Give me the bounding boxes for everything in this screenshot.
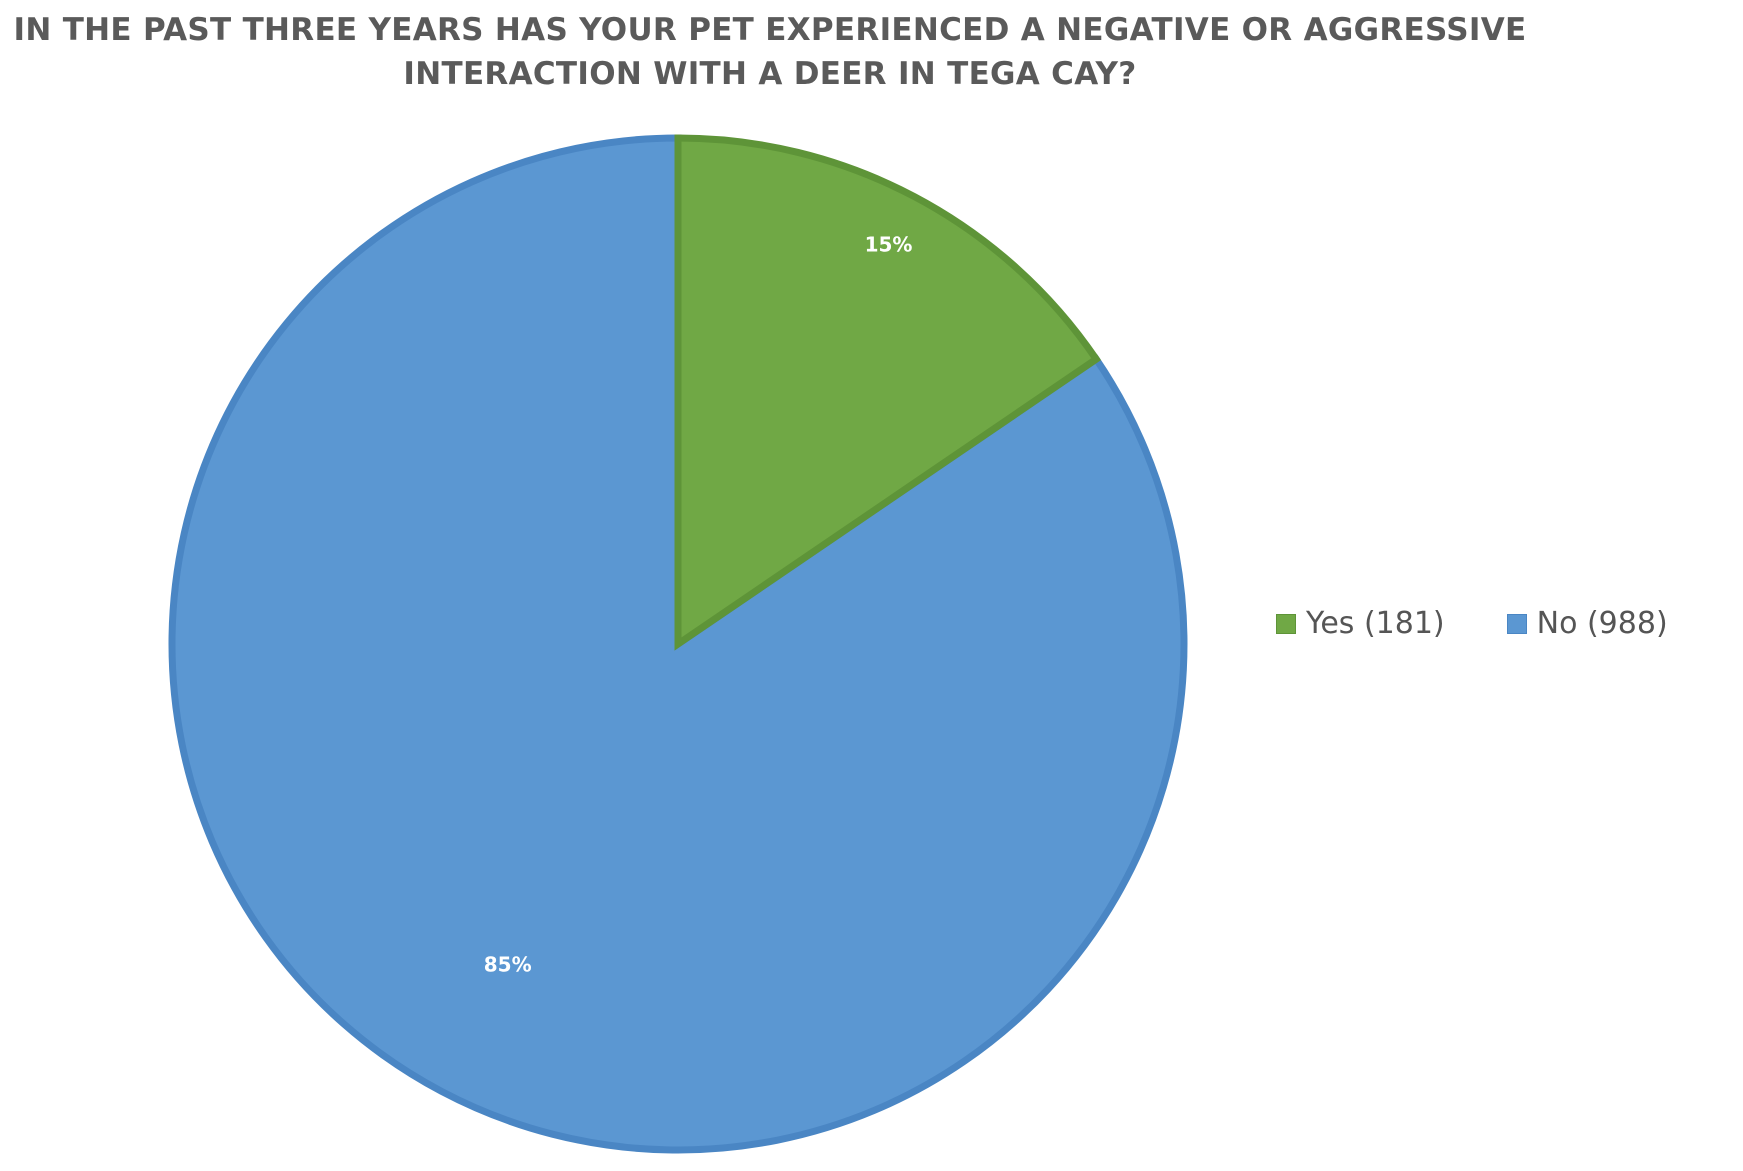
legend-swatch-no [1506,613,1527,634]
legend: Yes (181) No (988) [1276,606,1668,641]
data-label-no: 85% [484,953,532,977]
chart-title-line-1: IN THE PAST THREE YEARS HAS YOUR PET EXP… [13,12,1527,48]
data-label-yes: 15% [865,232,913,256]
chart-title-line-2: INTERACTION WITH A DEER IN TEGA CAY? [403,56,1137,92]
pie-slice-yes [674,134,1102,651]
legend-item-no: No (988) [1506,606,1668,641]
legend-label-no: No (988) [1536,606,1668,641]
chart-title: IN THE PAST THREE YEARS HAS YOUR PET EXP… [0,8,1540,96]
legend-item-yes: Yes (181) [1276,606,1445,641]
legend-swatch-yes [1276,613,1296,634]
legend-label-yes: Yes (181) [1306,606,1445,641]
